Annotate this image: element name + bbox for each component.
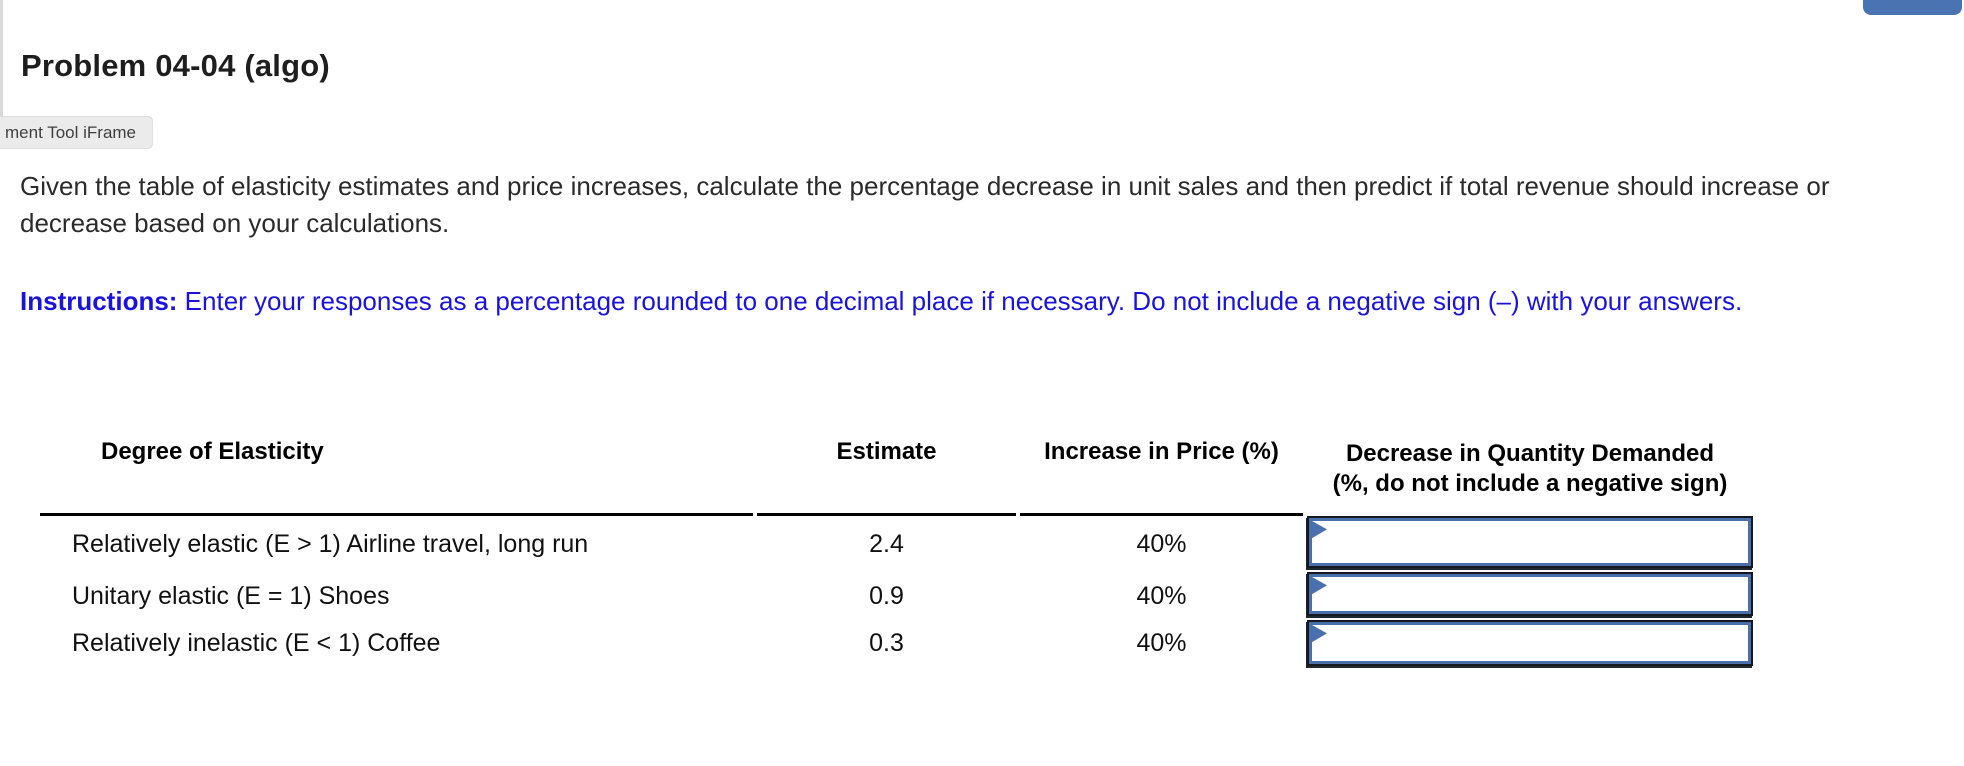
price-increase-value: 40% [1136,529,1187,558]
problem-statement: Given the table of elasticity estimates … [20,171,1830,238]
estimate-value: 0.3 [869,628,904,657]
iframe-left-border [0,0,3,116]
row-label: Unitary elastic (E = 1) Shoes [72,581,390,610]
instructions-body: Enter your responses as a percentage rou… [177,286,1743,316]
answer-input-row3[interactable] [1312,625,1748,661]
header-decrease-line2: (%, do not include a negative sign) [1332,470,1728,497]
instructions-text: Instructions: Enter your responses as a … [20,282,1900,320]
answer-box [1307,572,1753,616]
header-decrease-in-quantity: Decrease in Quantity Demanded (%, do not… [1307,410,1753,516]
header-button[interactable] [1863,0,1962,15]
price-increase-value: 40% [1136,628,1187,657]
elasticity-table: Degree of Elasticity Estimate Increase i… [40,410,1753,666]
estimate-value: 2.4 [869,529,904,558]
header-degree-of-elasticity: Degree of Elasticity [40,410,753,516]
page-title: Problem 04-04 (algo) [21,47,330,83]
header-estimate: Estimate [757,410,1016,516]
header-increase-in-price: Increase in Price (%) [1020,410,1303,516]
answer-input-row2[interactable] [1312,577,1748,611]
instructions-label: Instructions: [20,286,178,316]
answer-box [1307,620,1753,666]
answer-box-inner [1309,518,1751,566]
price-increase-value: 40% [1136,581,1187,610]
estimate-value: 0.9 [869,581,904,610]
header-decrease-line1: Decrease in Quantity Demanded [1345,440,1715,467]
iframe-tooltip: ment Tool iFrame [0,116,154,149]
answer-cell [1307,516,1753,572]
row-label: Relatively elastic (E > 1) Airline trave… [72,529,589,558]
answer-input-row1[interactable] [1312,521,1748,563]
answer-cell [1307,572,1753,620]
answer-cell [1307,620,1753,666]
answer-box [1307,516,1753,568]
answer-box-inner [1309,574,1751,614]
answer-box-inner [1309,622,1751,664]
row-label: Relatively inelastic (E < 1) Coffee [72,628,441,657]
